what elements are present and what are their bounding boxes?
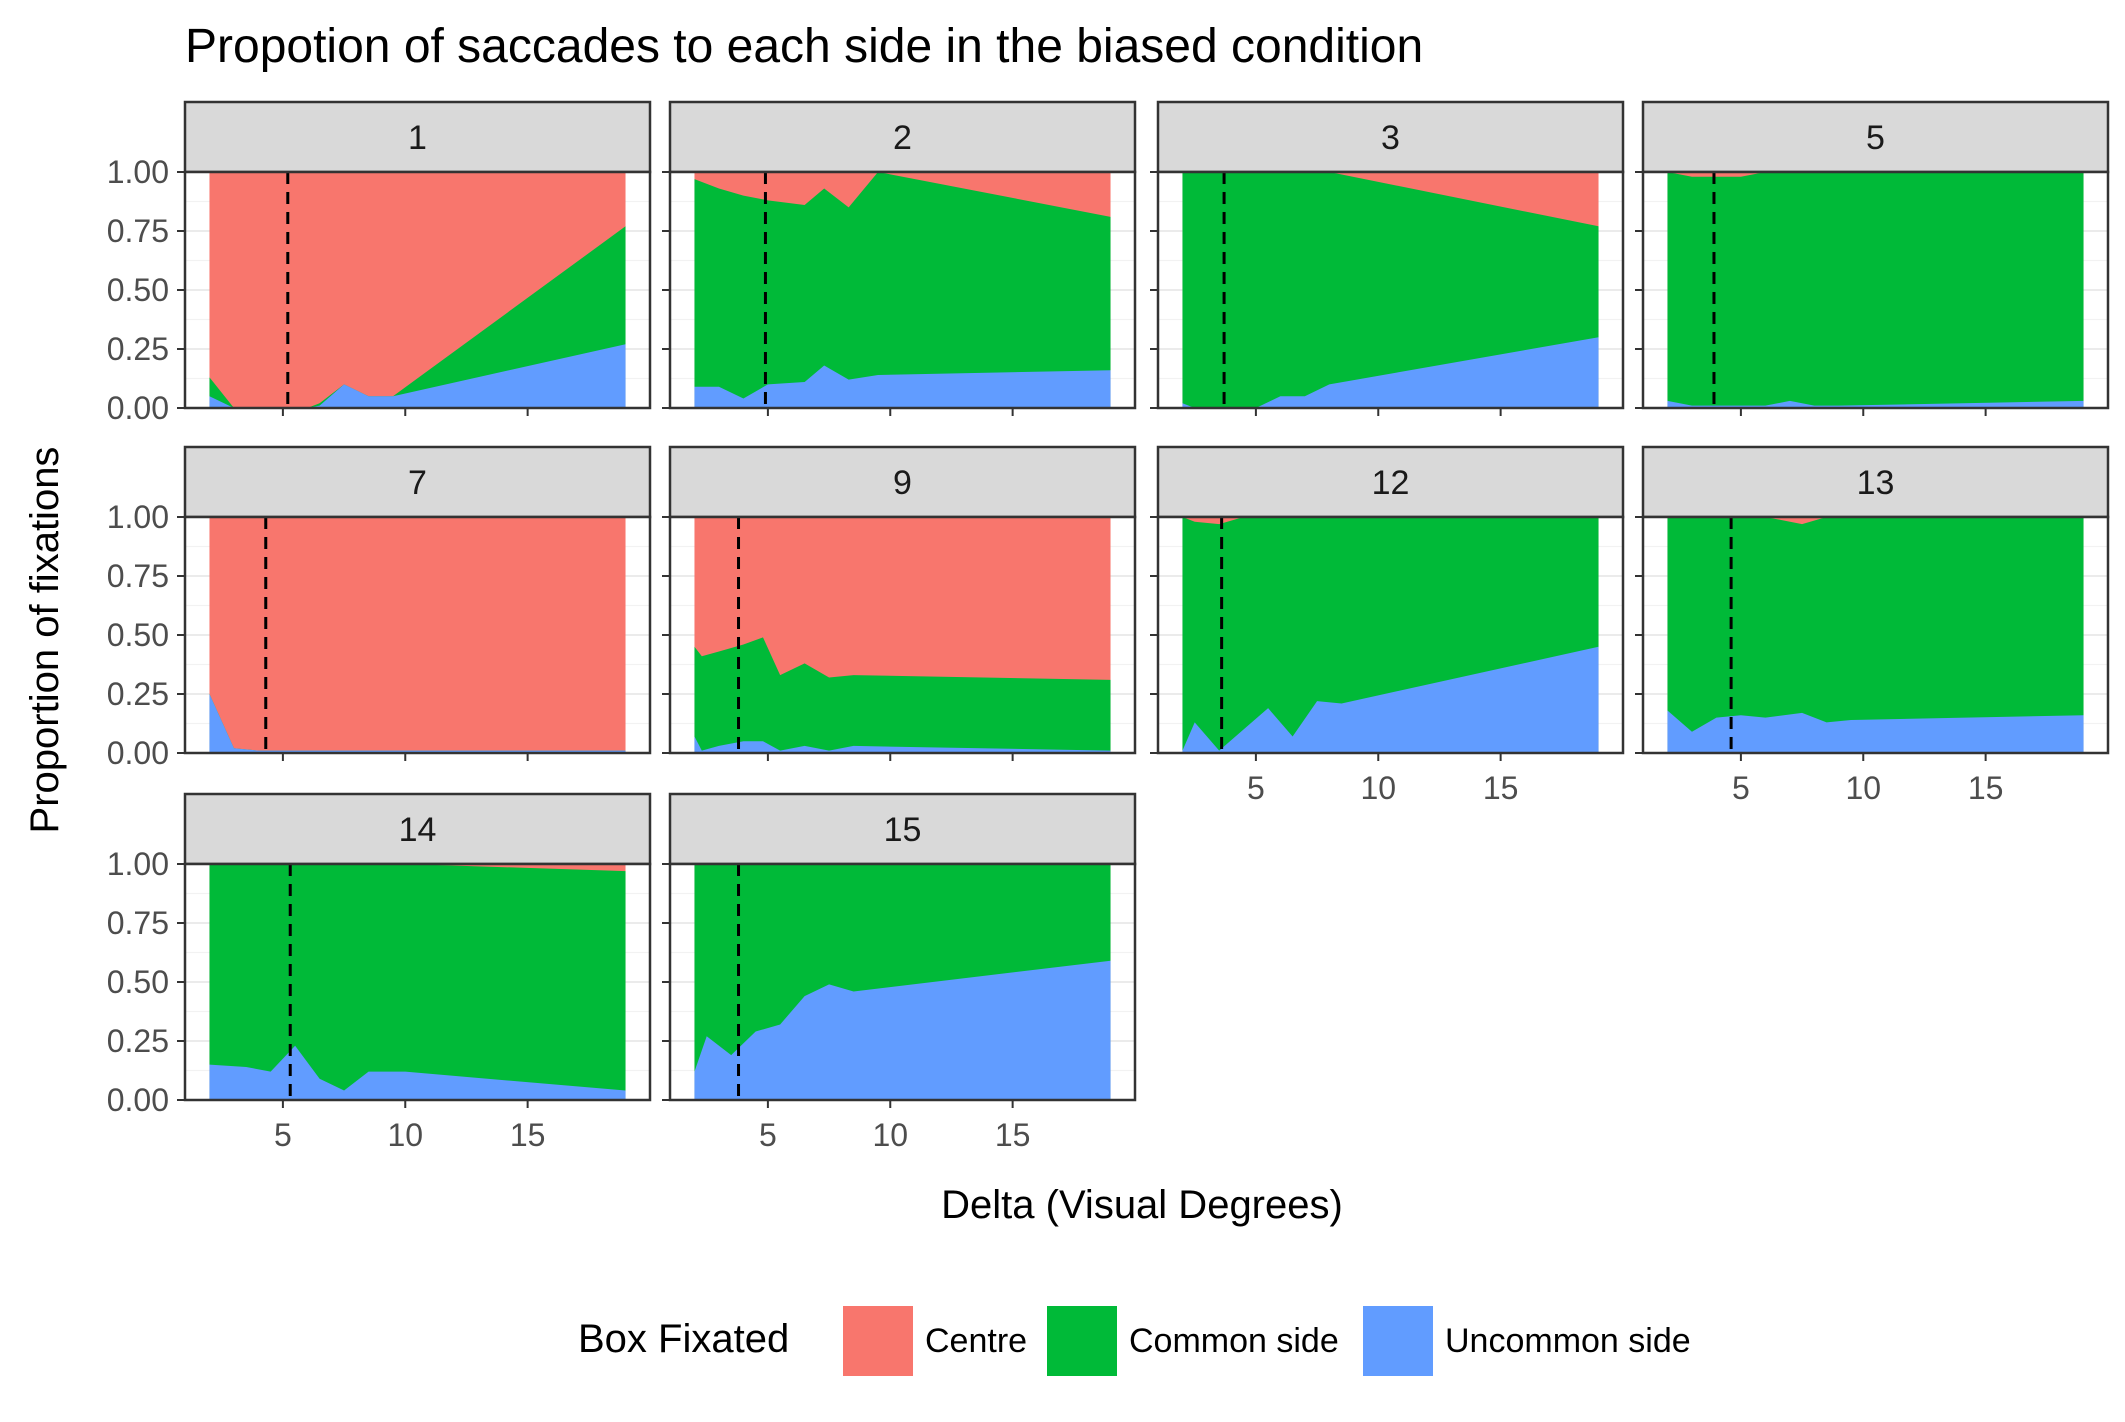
y-tick-label: 0.50: [107, 617, 169, 653]
facet-strip: [1641, 100, 2110, 174]
facet-panel-3: 3: [1150, 100, 1625, 416]
facet-panel-9: 9: [662, 445, 1137, 761]
y-tick-label: 0.75: [107, 213, 169, 249]
y-axis-label: Proportion of fixations: [23, 447, 67, 834]
panels-layer: 1 0.00 0.25 0.50 0.75 1.00 2 3 5 7 0.00 0.25 0.50 0.7…: [107, 100, 2110, 1153]
x-tick-label: 10: [1360, 770, 1396, 806]
facet-strip-label: 12: [1372, 464, 1410, 502]
legend-item-label: Uncommon side: [1445, 1322, 1691, 1360]
facet-panel-2: 2: [662, 100, 1137, 416]
y-tick-label: 0.75: [107, 905, 169, 941]
x-tick-label: 15: [1483, 770, 1519, 806]
facet-strip-label: 14: [399, 811, 437, 849]
y-tick-label: 1.00: [107, 154, 169, 190]
area-centre: [209, 517, 626, 753]
facet-panel-7: 7 0.00 0.25 0.50 0.75 1.00: [107, 445, 652, 771]
facet-strip-label: 3: [1381, 119, 1400, 157]
y-tick-label: 1.00: [107, 846, 169, 882]
facet-strip: [183, 792, 652, 866]
facet-strip-label: 5: [1866, 119, 1885, 157]
area-common-side: [1667, 172, 2084, 408]
facet-panel-12: 12 5 10 15: [1150, 445, 1625, 806]
y-tick-label: 0.00: [107, 390, 169, 426]
y-tick-label: 0.75: [107, 558, 169, 594]
legend: Box Fixated Centre Common side Uncommon si…: [578, 1306, 1691, 1376]
area-common-side: [1182, 172, 1599, 408]
facet-strip-label: 13: [1857, 464, 1895, 502]
x-tick-label: 5: [274, 1117, 292, 1153]
area-common-side: [209, 226, 626, 408]
area-common-side: [209, 864, 626, 1100]
y-tick-label: 1.00: [107, 499, 169, 535]
area-uncommon-side: [1667, 400, 2084, 408]
x-tick-label: 15: [1968, 770, 2004, 806]
legend-key-swatch: [1047, 1306, 1117, 1376]
area-uncommon-side: [694, 365, 1111, 408]
facet-strip-label: 7: [408, 464, 427, 502]
x-tick-label: 15: [510, 1117, 546, 1153]
facet-strip-label: 15: [884, 811, 922, 849]
facet-strip-label: 1: [408, 119, 427, 157]
legend-item-centre: Centre: [843, 1306, 1027, 1376]
x-tick-label: 5: [759, 1117, 777, 1153]
area-common-side: [694, 637, 1111, 753]
y-tick-label: 0.25: [107, 1023, 169, 1059]
legend-key-swatch: [843, 1306, 913, 1376]
y-tick-label: 0.25: [107, 676, 169, 712]
x-tick-label: 10: [1845, 770, 1881, 806]
y-tick-label: 0.50: [107, 272, 169, 308]
x-tick-label: 5: [1732, 770, 1750, 806]
legend-key-swatch: [1363, 1306, 1433, 1376]
facet-panel-1: 1 0.00 0.25 0.50 0.75 1.00: [107, 100, 652, 426]
facet-strip: [668, 100, 1137, 174]
x-tick-label: 5: [1247, 770, 1265, 806]
facet-panel-15: 15 5 10 15: [662, 792, 1137, 1153]
facet-panel-14: 14 0.00 0.25 0.50 0.75 1.00 5 10 15: [107, 792, 652, 1153]
area-uncommon-side: [209, 344, 626, 408]
chart-title: Propotion of saccades to each side in th…: [185, 20, 1423, 73]
area-uncommon-side: [1667, 710, 2084, 753]
facet-strip-label: 2: [893, 119, 912, 157]
x-axis-label: Delta (Visual Degrees): [941, 1183, 1343, 1227]
y-tick-label: 0.50: [107, 964, 169, 1000]
legend-title: Box Fixated: [578, 1317, 789, 1361]
y-tick-label: 0.00: [107, 735, 169, 771]
x-tick-label: 10: [387, 1117, 423, 1153]
facet-strip: [1156, 100, 1625, 174]
area-uncommon-side: [694, 736, 1111, 753]
area-uncommon-side: [209, 1045, 626, 1100]
legend-item-uncommon-side: Uncommon side: [1363, 1306, 1691, 1376]
facet-panel-13: 13 5 10 15: [1635, 445, 2110, 806]
area-common-side: [1667, 517, 2084, 753]
area-uncommon-side: [694, 960, 1111, 1100]
facet-panel-5: 5: [1635, 100, 2110, 416]
x-tick-label: 15: [995, 1117, 1031, 1153]
y-tick-label: 0.25: [107, 331, 169, 367]
facet-strip: [668, 792, 1137, 866]
y-tick-label: 0.00: [107, 1082, 169, 1118]
x-tick-label: 10: [872, 1117, 908, 1153]
legend-item-label: Centre: [925, 1322, 1027, 1360]
facet-strip-label: 9: [893, 464, 912, 502]
legend-item-common-side: Common side: [1047, 1306, 1339, 1376]
facet-strip: [668, 445, 1137, 519]
area-uncommon-side: [1182, 646, 1599, 753]
facet-strip: [183, 100, 652, 174]
area-uncommon-side: [1182, 337, 1599, 408]
legend-item-label: Common side: [1129, 1322, 1339, 1360]
area-common-side: [694, 172, 1111, 408]
